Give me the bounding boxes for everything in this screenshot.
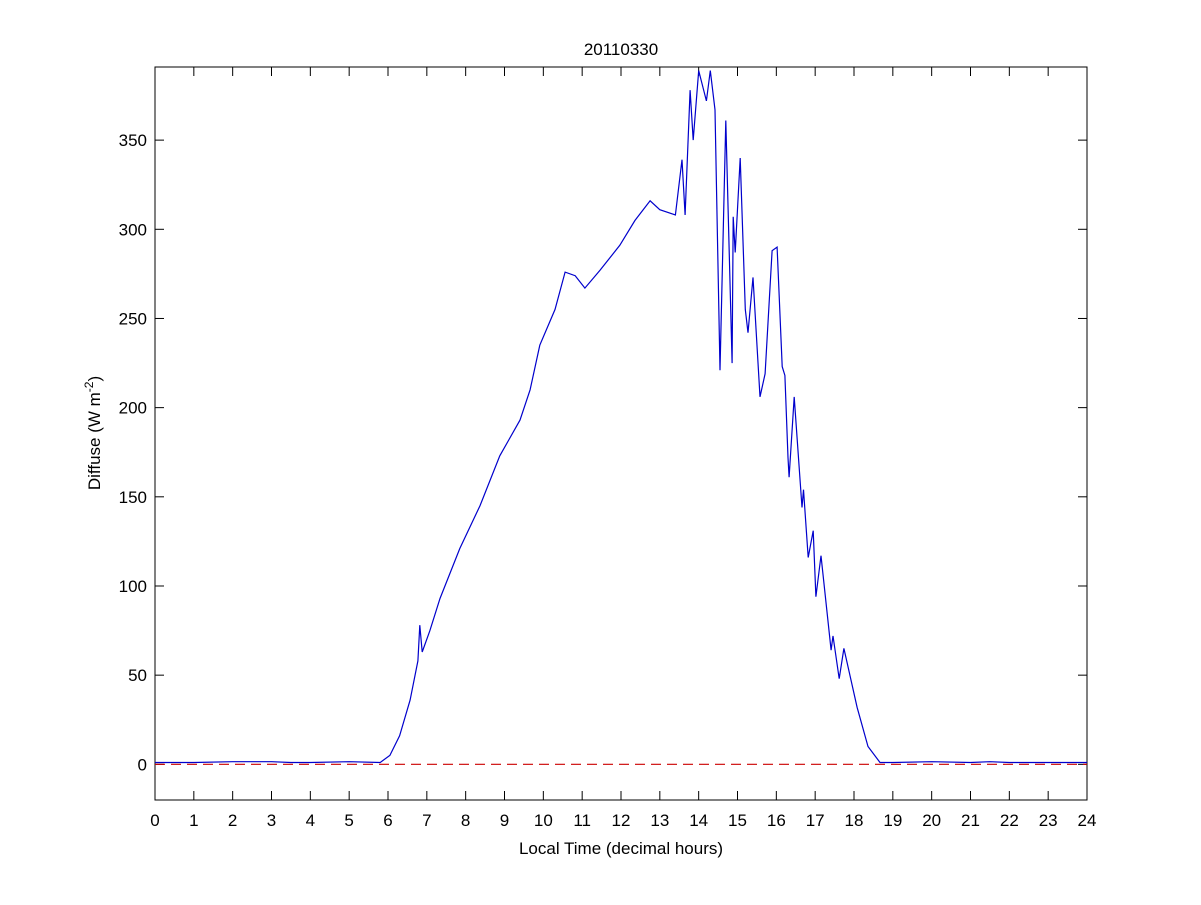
x-tick-label: 10 — [534, 811, 553, 830]
x-tick-label: 3 — [267, 811, 276, 830]
x-tick-label: 11 — [573, 811, 591, 830]
x-tick-label: 18 — [845, 811, 864, 830]
x-tick-label: 23 — [1039, 811, 1058, 830]
x-tick-label: 8 — [461, 811, 470, 830]
x-tick-label: 7 — [422, 811, 431, 830]
y-tick-label: 100 — [119, 577, 147, 596]
series-line-0 — [155, 70, 1087, 764]
x-tick-label: 17 — [806, 811, 825, 830]
y-tick-label: 350 — [119, 131, 147, 150]
x-axis-label: Local Time (decimal hours) — [519, 839, 723, 858]
x-tick-label: 9 — [500, 811, 509, 830]
y-tick-label: 0 — [138, 755, 147, 774]
x-tick-label: 2 — [228, 811, 237, 830]
x-tick-label: 14 — [689, 811, 708, 830]
y-tick-label: 150 — [119, 488, 147, 507]
x-tick-label: 1 — [189, 811, 198, 830]
plot-area — [154, 66, 1088, 801]
x-tick-label: 16 — [767, 811, 786, 830]
y-tick-label: 250 — [119, 309, 147, 328]
x-tick-label: 21 — [961, 811, 980, 830]
x-tick-label: 19 — [883, 811, 902, 830]
x-tick-label: 4 — [306, 811, 315, 830]
y-tick-label: 50 — [128, 666, 147, 685]
x-tick-label: 15 — [728, 811, 747, 830]
y-tick-label: 300 — [119, 220, 147, 239]
x-tick-label: 5 — [344, 811, 353, 830]
chart-title: 20110330 — [584, 40, 658, 59]
x-tick-label: 24 — [1078, 811, 1097, 830]
x-tick-label: 20 — [922, 811, 941, 830]
x-tick-label: 22 — [1000, 811, 1019, 830]
x-tick-label: 12 — [612, 811, 631, 830]
y-tick-label: 200 — [119, 399, 147, 418]
x-tick-label: 6 — [383, 811, 392, 830]
y-axis-label: Diffuse (W m-2) — [82, 376, 104, 490]
x-tick-label: 0 — [150, 811, 159, 830]
x-tick-label: 13 — [650, 811, 669, 830]
